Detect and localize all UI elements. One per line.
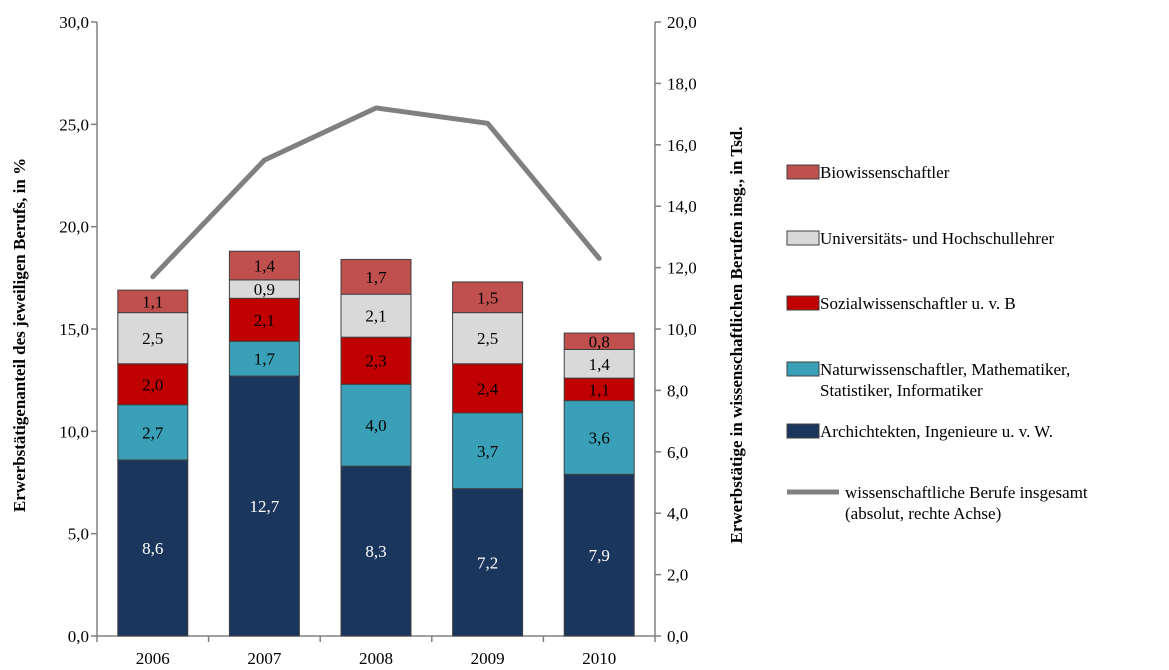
axes: 0,0 5,0 10,0 15,0 20,0 25,0 30,0 0,0 2,0 4,0 6,0 8,… (59, 13, 697, 668)
y-tick-label: 30,0 (59, 13, 89, 32)
y-tick-label: 25,0 (59, 115, 89, 134)
legend-label: Naturwissenschaftler, Mathematiker, (820, 360, 1070, 379)
y2-tick-label: 14,0 (667, 197, 697, 216)
bar-segment-label: 1,7 (254, 350, 276, 369)
y2-tick-label: 4,0 (667, 504, 688, 523)
bar-segment-label: 2,4 (477, 379, 499, 398)
legend-swatch (786, 164, 820, 180)
bar-segment-label: 2,7 (142, 423, 164, 442)
bar-segment-label: 3,6 (589, 428, 610, 447)
y-tick-label: 5,0 (68, 525, 89, 544)
bar-segment-label: 1,1 (142, 292, 163, 311)
total-line (150, 105, 602, 280)
bar-segment-label: 1,5 (477, 288, 498, 307)
bar-segment-label: 2,5 (477, 329, 498, 348)
bar-segment (117, 459, 189, 637)
bar-segment-label: 1,4 (254, 257, 276, 276)
y-tick-label: 15,0 (59, 320, 89, 339)
bar-segment (117, 404, 189, 461)
y-tick-label: 20,0 (59, 218, 89, 237)
bar-segment (340, 465, 412, 637)
bar-segment-label: 2,1 (365, 307, 386, 326)
x-tick-label: 2007 (247, 649, 282, 668)
y-tick-label: 0,0 (68, 627, 89, 646)
legend-swatch (786, 423, 820, 439)
bars: 8,6 2,7 2,0 2,5 1,1 12,7 1,7 2,1 0,9 1,4 8,3 4,0 2,3… (117, 250, 635, 637)
legend-swatch (786, 230, 820, 246)
bar-segment (563, 473, 635, 637)
legend-label: Universitäts- und Hochschullehrer (820, 229, 1054, 248)
y2-tick-label: 20,0 (667, 13, 697, 32)
y2-tick-label: 16,0 (667, 136, 697, 155)
bar-segment-label: 7,9 (589, 546, 610, 565)
line-series (150, 105, 602, 280)
legend-label: (absolut, rechte Achse) (845, 504, 1001, 523)
bar-segment-label: 1,4 (589, 355, 611, 374)
bar-segment (340, 383, 412, 467)
bar-segment-label: 0,9 (254, 280, 275, 299)
y2-tick-label: 10,0 (667, 320, 697, 339)
bar-segment-label: 12,7 (250, 497, 280, 516)
bar-segment (452, 312, 524, 365)
legend-swatch (786, 361, 820, 377)
y2-tick-label: 6,0 (667, 443, 688, 462)
bar-segment-label: 3,7 (477, 442, 499, 461)
legend-label: Biowissenschaftler (820, 163, 950, 182)
legend: Biowissenschaftler Universitäts- und Hoch… (786, 163, 1088, 523)
x-tick-label: 2010 (582, 649, 616, 668)
legend-swatch (786, 295, 820, 311)
x-tick-label: 2009 (471, 649, 505, 668)
bar-segment (228, 250, 300, 281)
bar-segment (340, 336, 412, 385)
y2-tick-label: 12,0 (667, 259, 697, 278)
bar-segment (452, 412, 524, 490)
y2-axis-label: Erwerbstätige in wissenschaftlichen Beru… (727, 126, 746, 543)
y2-tick-label: 8,0 (667, 381, 688, 400)
bar-segment (563, 332, 635, 350)
y-axis-label: Erwerbstätigenanteil des jeweiligen Beru… (10, 158, 29, 512)
bar-segment (228, 340, 300, 377)
bar-segment-label: 2,5 (142, 329, 163, 348)
x-tick-label: 2008 (359, 649, 393, 668)
bar-segment-label: 1,7 (365, 268, 387, 287)
bar-segment (117, 312, 189, 365)
bar-segment (563, 348, 635, 379)
legend-label: Sozialwissenschaftler u. v. B (820, 294, 1016, 313)
bar-segment (340, 258, 412, 295)
bar-segment (117, 289, 189, 314)
bar-segment-label: 7,2 (477, 553, 498, 572)
bar-segment-label: 4,0 (365, 416, 386, 435)
y2-tick-label: 2,0 (667, 566, 688, 585)
bar-segment-label: 0,8 (589, 332, 610, 351)
bar-segment (452, 281, 524, 314)
bar-segment-label: 8,6 (142, 539, 163, 558)
bar-segment-label: 2,0 (142, 375, 163, 394)
bar-segment-label: 1,1 (589, 380, 610, 399)
y-tick-label: 10,0 (59, 422, 89, 441)
legend-label: Statistiker, Informatiker (820, 381, 983, 400)
x-tick-label: 2006 (136, 649, 170, 668)
bar-segment (340, 293, 412, 338)
y2-tick-label: 18,0 (667, 74, 697, 93)
bar-segment-label: 2,1 (254, 311, 275, 330)
legend-label: Archichtekten, Ingenieure u. v. W. (820, 422, 1053, 441)
legend-label: wissenschaftliche Berufe insgesamt (845, 483, 1088, 502)
bar-segment-label: 2,3 (365, 352, 386, 371)
bar-segment (452, 363, 524, 414)
bar-segment-label: 8,3 (365, 542, 386, 561)
bar-segment (117, 363, 189, 406)
bar-segment (228, 375, 300, 637)
y2-tick-label: 0,0 (667, 627, 688, 646)
